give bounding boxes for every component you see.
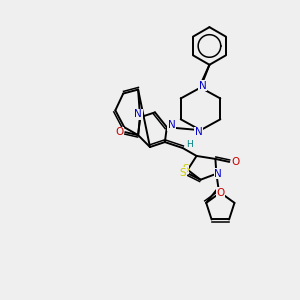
Text: H: H xyxy=(186,140,193,148)
Text: S: S xyxy=(179,168,186,178)
Text: N: N xyxy=(134,109,142,119)
Text: S: S xyxy=(182,164,189,174)
Text: O: O xyxy=(216,188,224,198)
Text: O: O xyxy=(115,127,123,137)
Text: N: N xyxy=(199,81,206,91)
Text: O: O xyxy=(231,157,239,167)
Text: N: N xyxy=(214,169,222,179)
Text: N: N xyxy=(168,120,176,130)
Text: N: N xyxy=(195,127,203,137)
